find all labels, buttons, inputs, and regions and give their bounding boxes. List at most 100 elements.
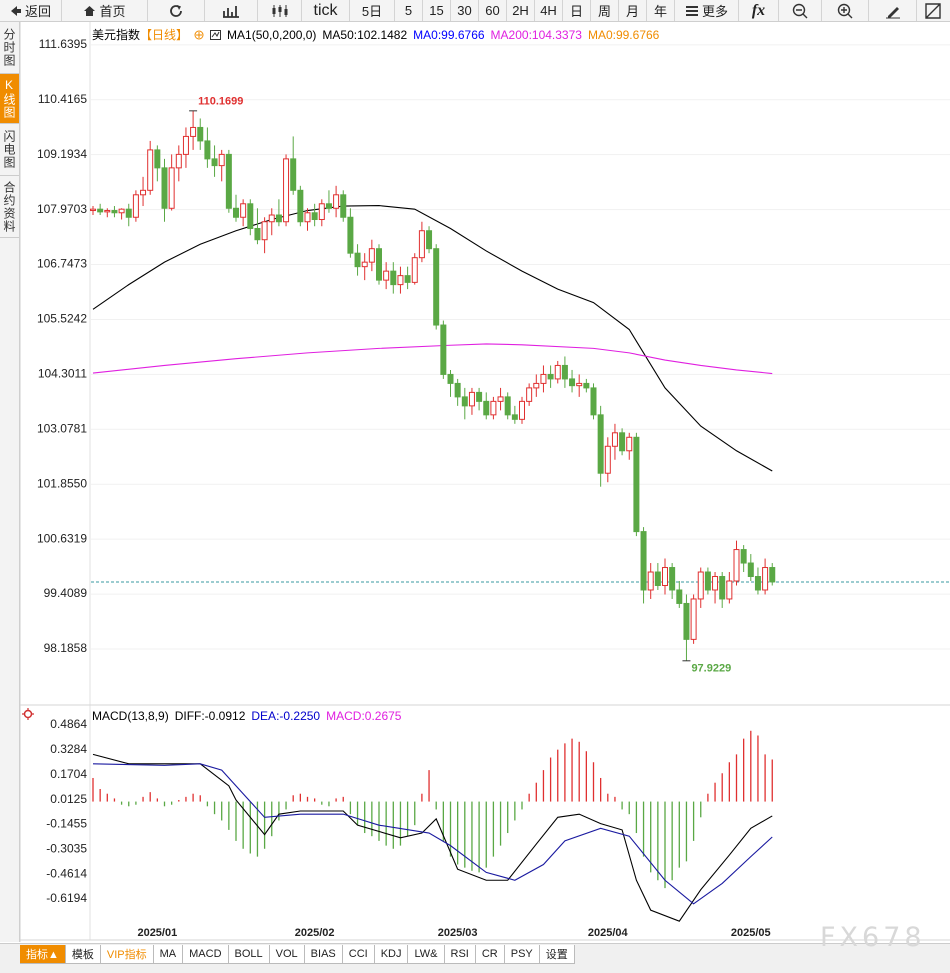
period-button[interactable]: 4H [535, 0, 563, 21]
layout-button[interactable] [917, 0, 949, 21]
bottom-tab[interactable]: PSY [504, 945, 540, 964]
y-tick-label: 109.1934 [37, 147, 87, 161]
more-button[interactable]: 更多 [675, 0, 739, 21]
period-button[interactable]: 月 [619, 0, 647, 21]
candle-body [418, 230, 425, 259]
back-button[interactable]: 返回 [0, 0, 62, 21]
candle-body [747, 562, 754, 578]
bottom-tab[interactable]: BIAS [304, 945, 343, 964]
candle-body [354, 252, 361, 268]
bottom-tab[interactable]: LW& [408, 945, 445, 964]
period-button[interactable]: tick [302, 0, 350, 21]
period-button[interactable]: 年 [647, 0, 675, 21]
candle-body [576, 382, 583, 387]
candle-body [497, 396, 504, 402]
settings-icon[interactable] [22, 708, 34, 720]
candle-chart-button[interactable] [258, 0, 302, 21]
y-tick-label: 99.4089 [44, 586, 88, 600]
refresh-button[interactable] [148, 0, 205, 21]
candle-body [433, 248, 440, 326]
period-button[interactable]: 60 [479, 0, 507, 21]
candle-body [604, 445, 611, 474]
y-tick-label: 105.5242 [37, 312, 87, 326]
bottom-tab[interactable]: CCI [342, 945, 375, 964]
candle-body [490, 400, 497, 416]
bottom-tab[interactable]: MA [153, 945, 184, 964]
bottom-tab[interactable]: KDJ [374, 945, 409, 964]
tab-row: 指标▲ 模板 VIP指标 MA MACD BOLL VOL BIAS CCI K… [20, 945, 575, 964]
bar-chart-button[interactable] [205, 0, 258, 21]
candle-body [147, 149, 154, 191]
button-label: 更多 [701, 4, 728, 19]
candle-body [268, 214, 275, 223]
y-tick-label: 111.6395 [39, 37, 88, 51]
candle-body [669, 567, 676, 591]
sidebar-tab[interactable]: K线图 [0, 74, 19, 124]
period-button[interactable]: 5 [395, 0, 423, 21]
bottom-tab[interactable]: 设置 [539, 945, 575, 964]
candle-body [404, 275, 411, 283]
candle-body [225, 153, 232, 209]
indicator-icon[interactable] [210, 29, 222, 40]
candle-body [247, 203, 254, 229]
candle-body [676, 589, 683, 604]
candle-body [476, 391, 483, 402]
legend-entry: MACD:0.2675 [326, 709, 402, 723]
high-label: 110.1699 [198, 96, 243, 108]
candle-body [304, 212, 311, 223]
bottom-tab[interactable]: 模板 [65, 945, 101, 964]
toolbar: 返回 首页 tick 5日 5 15 30 60 2H 4H 日 周 月 年 更… [0, 0, 950, 22]
y-tick-label: 103.0781 [37, 421, 87, 435]
bottom-tab[interactable]: MACD [183, 945, 229, 964]
candle-body [333, 194, 340, 209]
candle-body [154, 149, 161, 169]
sidebar-tab[interactable]: 分时图 [0, 22, 19, 74]
bottom-tab[interactable]: BOLL [228, 945, 270, 964]
candle-body [361, 261, 368, 268]
candle-body [340, 194, 347, 218]
candle-body [140, 189, 147, 196]
candle-body [597, 414, 604, 474]
candle-body [440, 324, 447, 375]
candle-body [275, 214, 282, 223]
candle-body [619, 432, 626, 452]
bottom-tab[interactable]: RSI [444, 945, 476, 964]
candle-body [97, 208, 104, 213]
bottom-tab[interactable]: CR [475, 945, 505, 964]
legend-entry: MA0:99.6766 [413, 27, 485, 42]
candle-body [168, 167, 175, 209]
bottom-tab-bar: 指标▲ 模板 VIP指标 MA MACD BOLL VOL BIAS CCI K… [0, 943, 950, 973]
home-button[interactable]: 首页 [62, 0, 148, 21]
chart-title: MACD(13,8,9) [92, 709, 169, 723]
y-tick-label: -0.6194 [46, 891, 87, 905]
watermark: FX678 [820, 922, 926, 953]
zoom-in-button[interactable] [822, 0, 869, 21]
period-button[interactable]: 日 [563, 0, 591, 21]
sidebar-tab[interactable]: 闪电图 [0, 124, 19, 176]
zoom-out-button[interactable] [779, 0, 822, 21]
add-icon[interactable] [194, 30, 204, 40]
sidebar-tab[interactable]: 合约资料 [0, 176, 19, 238]
formula-button[interactable]: fx [739, 0, 779, 21]
y-tick-label: 0.4864 [50, 717, 87, 731]
period-label: 【日线】 [140, 28, 189, 42]
candle-body [197, 126, 204, 142]
candle-body [390, 270, 397, 286]
period-button[interactable]: 周 [591, 0, 619, 21]
period-button[interactable]: 2H [507, 0, 535, 21]
candle-body [712, 576, 719, 591]
candle-body [526, 387, 533, 402]
draw-button[interactable] [869, 0, 917, 21]
bottom-tab[interactable]: VOL [269, 945, 305, 964]
bottom-tab[interactable]: VIP指标 [100, 945, 154, 964]
candle-body [411, 257, 418, 283]
candle-body [740, 549, 747, 564]
period-button[interactable]: 30 [451, 0, 479, 21]
bottom-tab[interactable]: 指标▲ [20, 945, 66, 964]
period-button[interactable]: 15 [423, 0, 451, 21]
candle-body [376, 248, 382, 281]
period-button[interactable]: 5日 [350, 0, 395, 21]
candle-body [426, 230, 433, 250]
candle-body [583, 382, 590, 389]
